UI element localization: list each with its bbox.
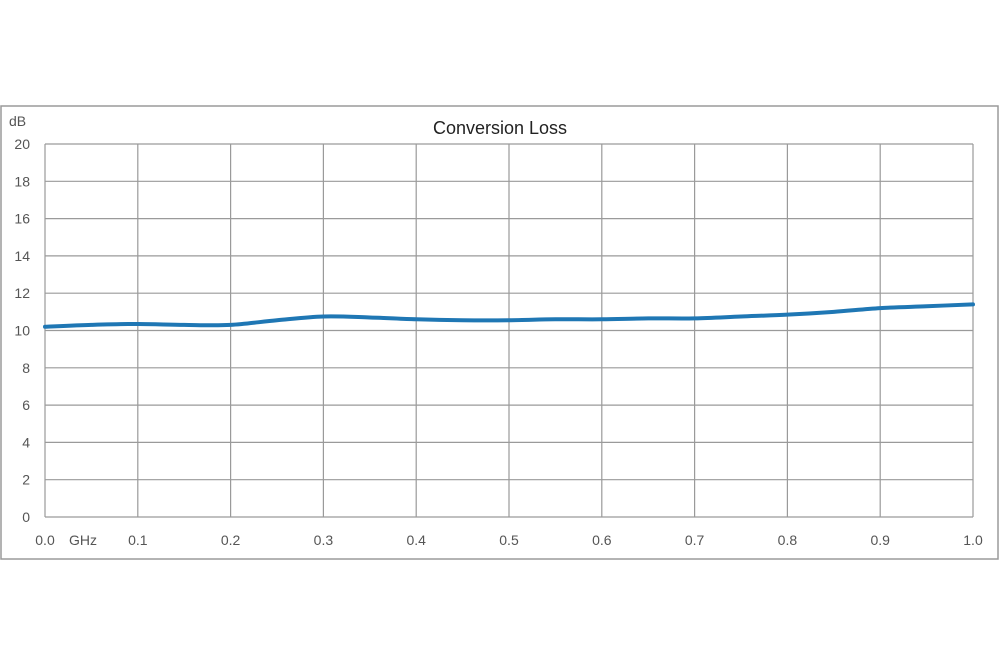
x-tick-label: 0.3 [314,532,334,548]
x-tick-label: 1.0 [963,532,983,548]
series [43,302,975,329]
y-tick-label: 8 [22,360,30,376]
y-tick-label: 14 [14,248,30,264]
y-tick-label: 6 [22,397,30,413]
chart-title: Conversion Loss [433,118,567,138]
x-axis-ticks: 0.0 0.1 0.2 0.3 0.4 0.5 0.6 0.7 0.8 0.9 1.0 [35,532,983,548]
x-tick-label: 0.5 [499,532,519,548]
x-tick-label: 0.2 [221,532,241,548]
y-axis-label: dB [9,113,26,129]
x-axis-label: GHz [69,532,97,548]
grid [44,143,974,518]
x-tick-label: 0.7 [685,532,705,548]
y-tick-label: 12 [14,285,30,301]
x-tick-label: 0.4 [406,532,426,548]
y-tick-label: 20 [14,136,30,152]
y-tick-label: 16 [14,211,30,227]
series-line [43,302,975,329]
y-tick-label: 18 [14,173,30,189]
chart-border [0,105,999,560]
y-tick-label: 10 [14,323,30,339]
x-tick-label: 0.9 [870,532,890,548]
y-tick-label: 4 [22,434,30,450]
x-tick-label: 0.0 [35,532,55,548]
x-tick-label: 0.8 [778,532,798,548]
y-tick-label: 2 [22,472,30,488]
y-tick-label: 0 [22,509,30,525]
y-axis-ticks: 0 2 4 6 8 10 12 14 16 18 20 [14,136,30,525]
x-tick-label: 0.6 [592,532,612,548]
x-tick-label: 0.1 [128,532,148,548]
